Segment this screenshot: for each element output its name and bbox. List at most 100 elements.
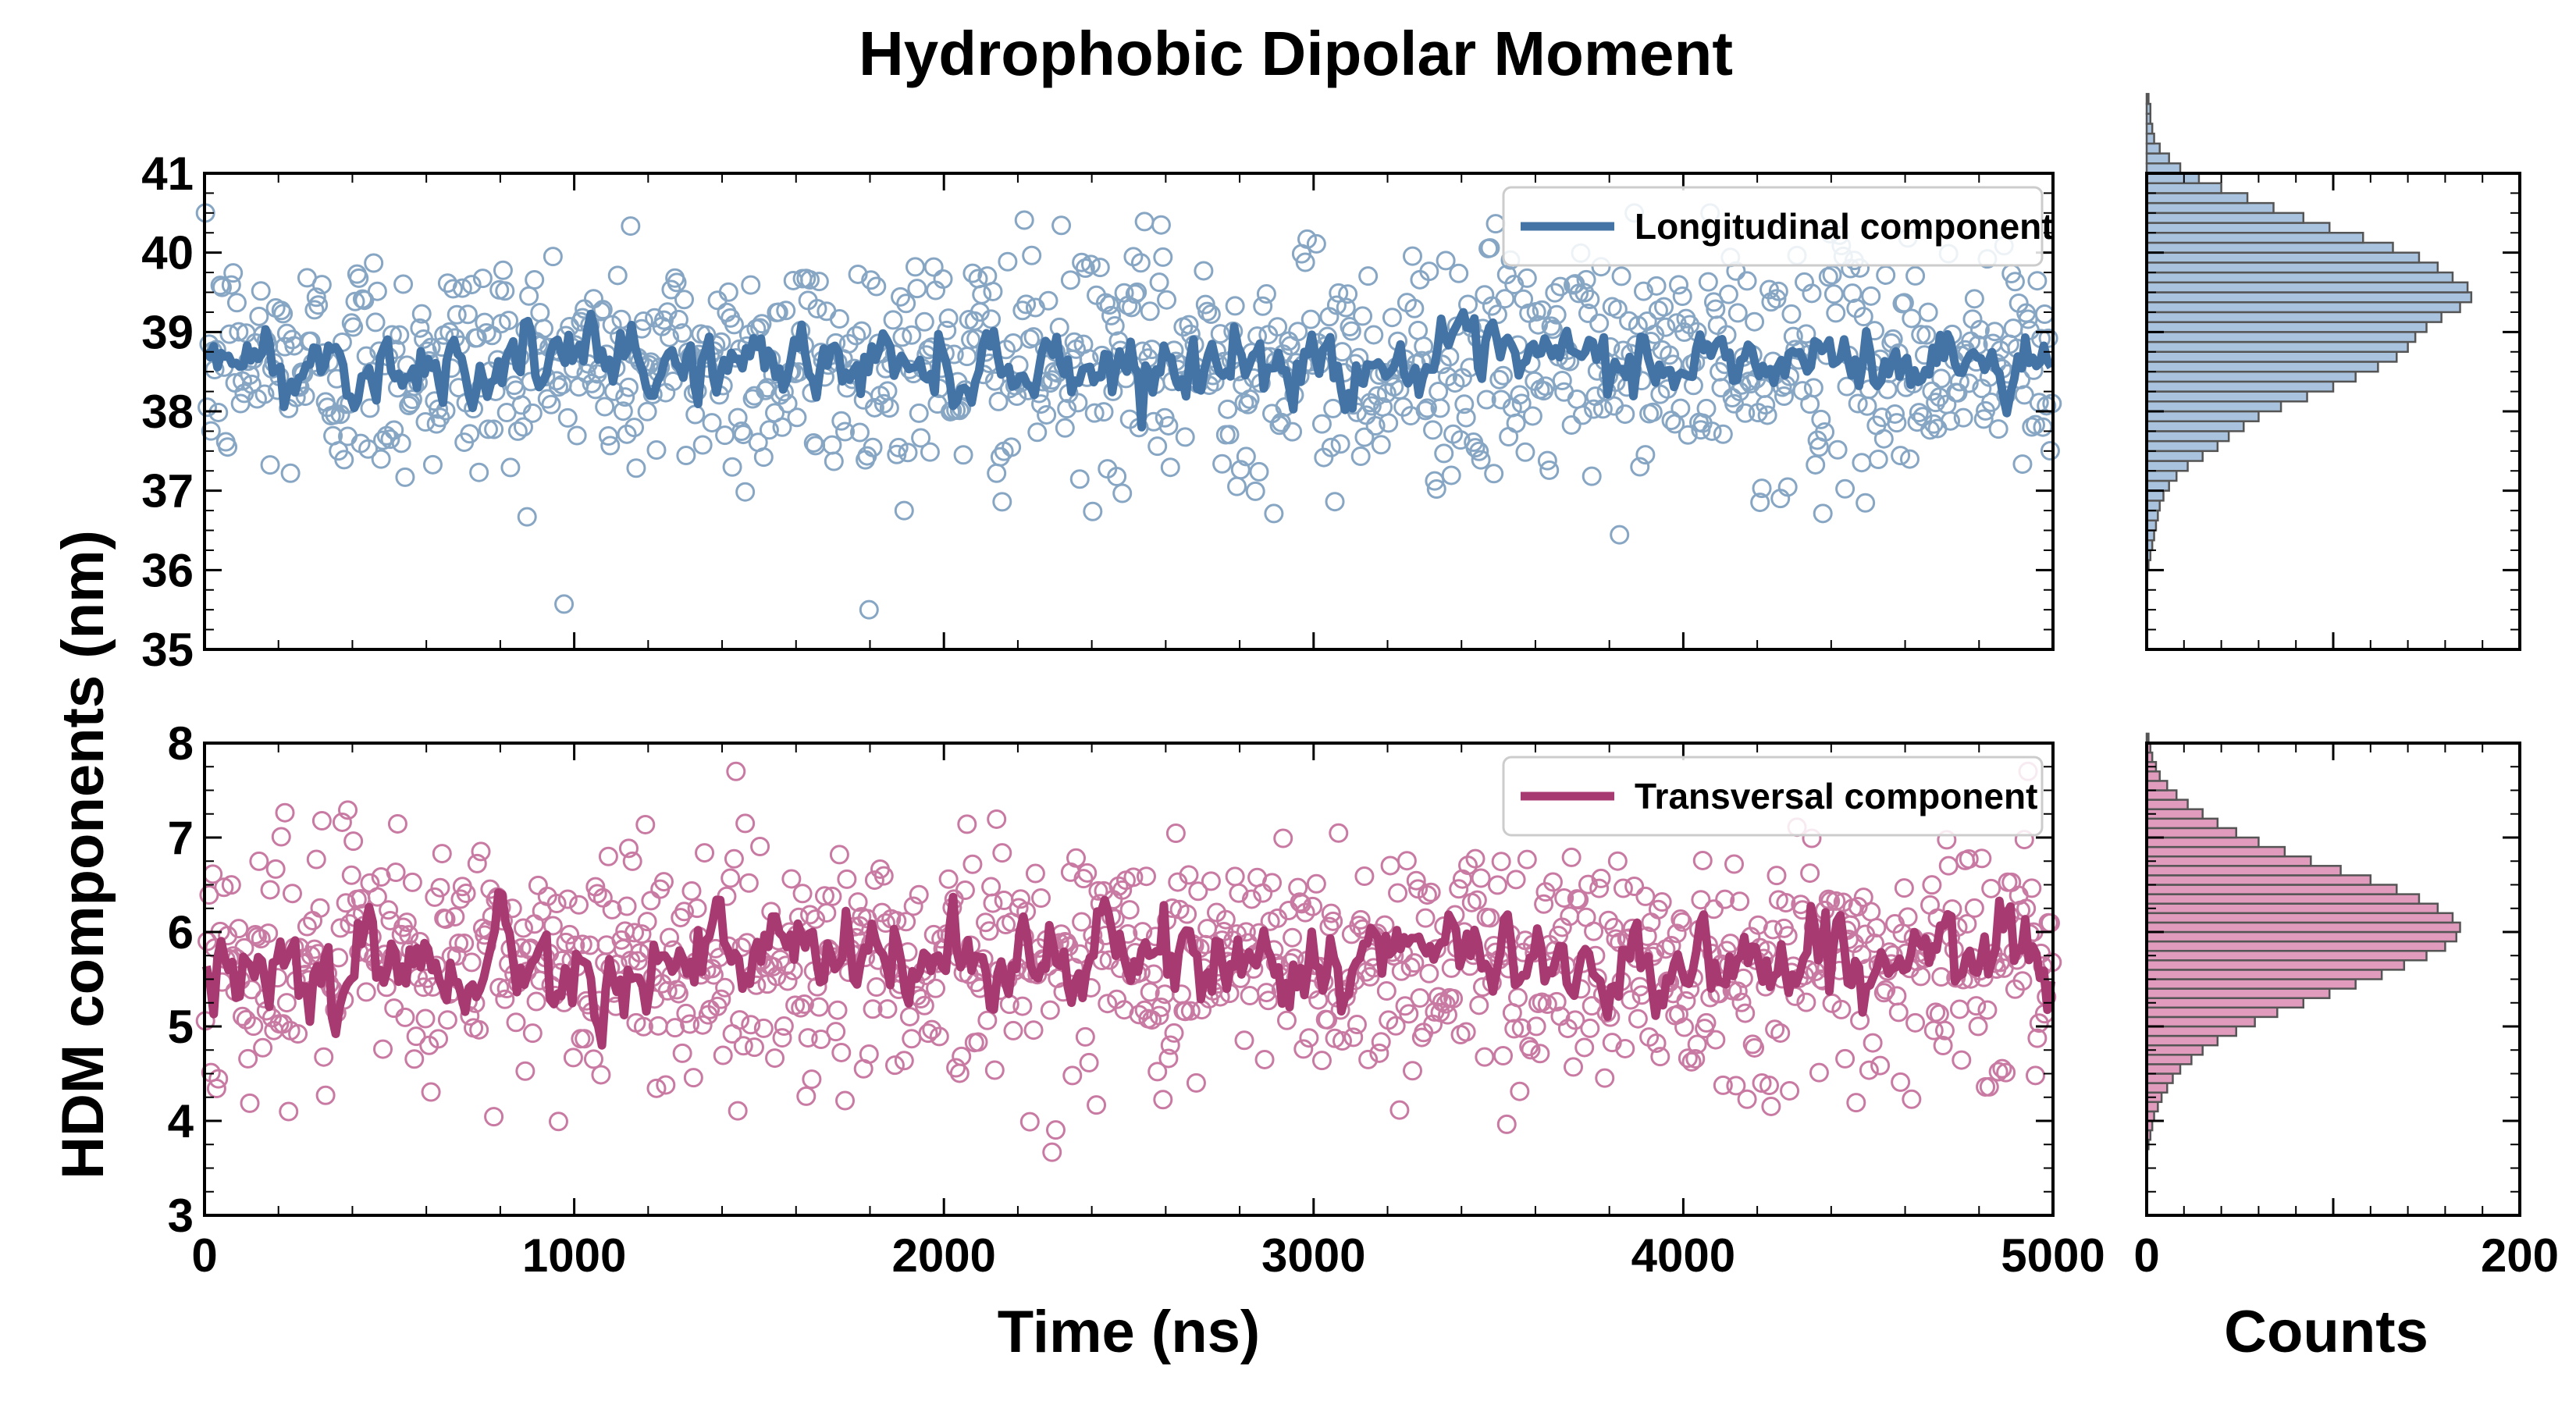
data-point (592, 300, 613, 320)
data-point (1522, 406, 1542, 426)
data-point (1957, 914, 1977, 934)
data-point (777, 971, 798, 991)
data-point (1002, 437, 1022, 457)
histogram-bar (2145, 380, 2335, 393)
data-point (279, 1101, 299, 1122)
data-point (1075, 1026, 1095, 1047)
data-point (672, 1043, 692, 1063)
data-point (1724, 854, 1745, 874)
data-point (1646, 276, 1667, 296)
histogram-bar (2145, 410, 2260, 422)
data-point (1661, 411, 1681, 431)
data-point (1160, 457, 1180, 478)
data-point (1561, 847, 1582, 867)
data-point (282, 884, 302, 904)
data-point (229, 322, 249, 342)
data-point (1992, 1058, 2012, 1079)
data-point (1656, 317, 1676, 337)
data-point (1354, 866, 1375, 886)
data-point (1408, 320, 1429, 340)
data-point (750, 836, 770, 856)
data-point (1931, 966, 1952, 987)
data-point (674, 290, 694, 310)
data-point (1410, 987, 1430, 1008)
data-point (1692, 850, 1713, 870)
data-point (692, 435, 713, 455)
data-point (1745, 1037, 1765, 1058)
data-point (1353, 306, 1373, 326)
bottom-histogram-panel: 0 200 (2133, 732, 2559, 1282)
data-point (254, 384, 275, 404)
data-point (1219, 425, 1240, 445)
data-point (1031, 394, 1051, 414)
data-point (238, 1048, 258, 1069)
data-point (1979, 1076, 1999, 1097)
data-point (728, 1101, 748, 1121)
data-point (864, 870, 884, 891)
data-point (471, 841, 491, 862)
data-point (356, 982, 376, 1002)
data-point (1642, 402, 1663, 422)
data-point (1652, 892, 1672, 912)
data-point (543, 916, 563, 936)
data-point (929, 1026, 949, 1047)
histogram-x-axis-label: Counts (2224, 1299, 2428, 1365)
data-point (1767, 866, 1787, 886)
data-point (1336, 297, 1356, 318)
data-point (1016, 294, 1037, 315)
data-point (1201, 871, 1221, 891)
data-point (275, 802, 295, 823)
data-point (1367, 386, 1387, 406)
data-point (500, 457, 521, 478)
data-point (572, 934, 592, 955)
data-point (674, 902, 694, 922)
data-point (809, 997, 829, 1017)
histogram-bar (2145, 271, 2454, 284)
data-point (1948, 382, 1968, 403)
data-point (1158, 415, 1179, 436)
data-point (1358, 266, 1379, 286)
histogram-bar (2145, 479, 2170, 492)
data-point (218, 437, 238, 457)
data-point (595, 397, 615, 417)
data-point (1343, 1027, 1364, 1048)
data-point (1670, 398, 1691, 418)
data-point (2034, 304, 2055, 325)
data-point (1550, 276, 1571, 297)
data-point (899, 1006, 920, 1026)
data-point (911, 428, 931, 448)
data-point (1552, 370, 1572, 390)
data-point (1491, 852, 1511, 872)
data-point (1358, 1049, 1379, 1069)
data-point (1040, 1000, 1060, 1020)
data-point (738, 873, 759, 893)
data-point (1654, 297, 1674, 317)
data-point (918, 1023, 938, 1044)
data-point (1022, 245, 1042, 265)
data-point (391, 433, 411, 454)
data-point (787, 407, 807, 428)
data-point (1918, 302, 1938, 322)
data-point (1777, 926, 1798, 946)
y-tick-label: 5 (168, 1001, 194, 1053)
histogram-bar (2145, 884, 2398, 895)
data-point (1607, 299, 1628, 319)
data-point (752, 314, 772, 334)
data-point (1179, 315, 1199, 335)
histogram-bar (2145, 112, 2152, 125)
data-point (437, 1010, 457, 1030)
data-point (728, 407, 748, 428)
data-point (1687, 1034, 1707, 1055)
data-point (585, 379, 606, 400)
data-point (343, 317, 364, 337)
data-point (873, 866, 894, 886)
data-point (1595, 1068, 1615, 1088)
data-point (576, 363, 596, 383)
data-point (1510, 1081, 1530, 1101)
histogram-bar (2145, 102, 2152, 116)
data-point (864, 397, 884, 418)
data-point (905, 257, 925, 277)
data-point (1800, 863, 1820, 884)
data-point (522, 1023, 543, 1044)
data-point (984, 1060, 1005, 1080)
